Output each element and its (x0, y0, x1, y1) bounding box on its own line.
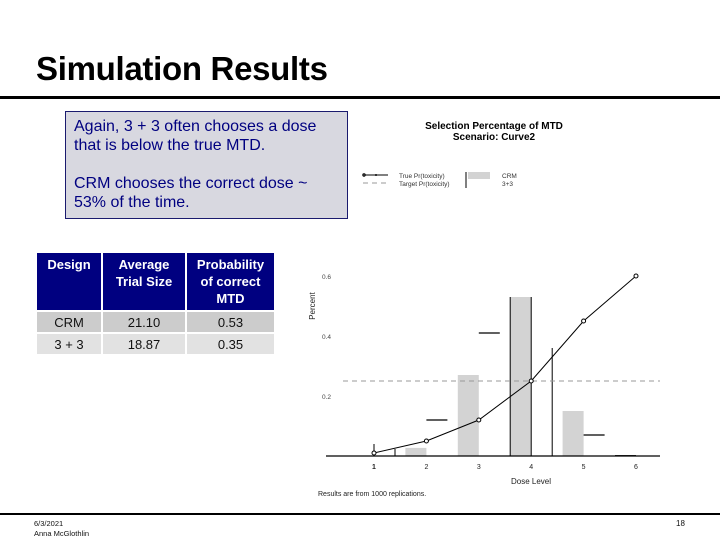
legend-three-three-label: 3+3 (502, 181, 513, 188)
selection-percentage-chart: Selection Percentage of MTD Scenario: Cu… (300, 110, 720, 510)
callout-box: Again, 3 + 3 often chooses a dose that i… (65, 111, 348, 219)
y-tick-label: 0.2 (322, 394, 331, 401)
x-tick-label: 5 (582, 464, 586, 471)
legend-true-tox-label: True Pr(toxicity) (399, 173, 445, 180)
header-average-trial-size: Average Trial Size (103, 253, 185, 310)
slide-title: Simulation Results (36, 50, 328, 87)
y-axis-label: Percent (308, 291, 317, 319)
x-tick-label: 6 (634, 464, 638, 471)
chart-title: Selection Percentage of MTD (425, 121, 563, 132)
chart-note: Results are from 1000 replications. (318, 491, 426, 498)
legend-crm-label: CRM (502, 173, 517, 180)
crm-bar (510, 297, 532, 456)
cell-probability: 0.35 (187, 334, 274, 354)
x-tick-label: 3 (477, 464, 481, 471)
footer-divider (0, 513, 720, 515)
chart-canvas: Selection Percentage of MTD Scenario: Cu… (308, 121, 660, 498)
true-tox-marker (423, 438, 429, 444)
cell-trial-size: 18.87 (103, 334, 185, 354)
cell-trial-size: 21.10 (103, 312, 185, 332)
callout-text-1: Again, 3 + 3 often chooses a dose that i… (74, 118, 317, 154)
true-tox-line (373, 275, 637, 454)
crm-bar (562, 411, 584, 456)
true-tox-marker (633, 273, 639, 279)
y-tick-label: 0.4 (322, 334, 331, 341)
table-row: CRM 21.10 0.53 (37, 312, 274, 332)
x-tick-label: 4 (529, 464, 533, 471)
footer-date: 6/3/2021 (34, 519, 64, 528)
true-tox-marker (528, 378, 534, 384)
header-design: Design (37, 253, 101, 310)
x-tick-label: 1 (372, 464, 376, 471)
table-header-row: Design Average Trial Size Probability of… (37, 253, 274, 310)
crm-bar (405, 447, 427, 456)
cell-design: 3 + 3 (37, 334, 101, 354)
header-probability-correct-mtd: Probability of correct MTD (187, 253, 274, 310)
x-tick-label: 2 (424, 464, 428, 471)
results-table: Design Average Trial Size Probability of… (35, 251, 276, 356)
chart-legend: True Pr(toxicity) Target Pr(toxicity) CR… (362, 172, 517, 188)
true-tox-marker (581, 318, 587, 324)
true-tox-marker (371, 450, 377, 456)
page-number: 18 (676, 519, 685, 528)
true-tox-marker (476, 417, 482, 423)
callout-text-2: CRM chooses the correct dose ~ 53% of th… (74, 175, 308, 211)
table-row: 3 + 3 18.87 0.35 (37, 334, 274, 354)
chart-subtitle: Scenario: Curve2 (453, 132, 536, 143)
footer-author: Anna McGlothlin (34, 529, 90, 538)
legend-crm-swatch-icon (468, 172, 490, 179)
plot-area: 1 2 3 4 5 6 0.2 0.4 0.6 (322, 273, 660, 471)
y-tick-label: 0.6 (322, 274, 331, 281)
legend-target-tox-label: Target Pr(toxicity) (399, 181, 450, 188)
cell-probability: 0.53 (187, 312, 274, 332)
cell-design: CRM (37, 312, 101, 332)
title-divider (0, 96, 720, 99)
crm-bar (457, 375, 479, 456)
footer-info: 6/3/2021 Anna McGlothlin (34, 519, 89, 539)
x-axis-label: Dose Level (511, 477, 551, 486)
